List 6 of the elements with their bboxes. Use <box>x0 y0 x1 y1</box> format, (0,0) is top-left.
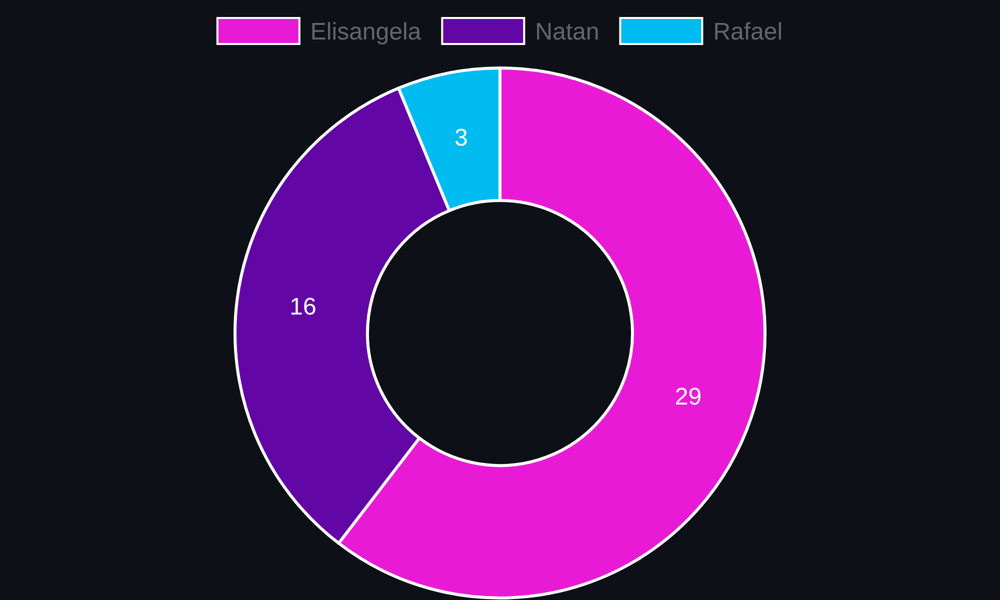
data-label: 16 <box>290 294 316 321</box>
legend-label: Natan <box>535 18 600 46</box>
legend-label: Rafael <box>713 18 783 46</box>
data-label: 29 <box>674 383 702 410</box>
data-label: 3 <box>454 124 468 152</box>
legend-label: Elisangela <box>310 18 422 46</box>
